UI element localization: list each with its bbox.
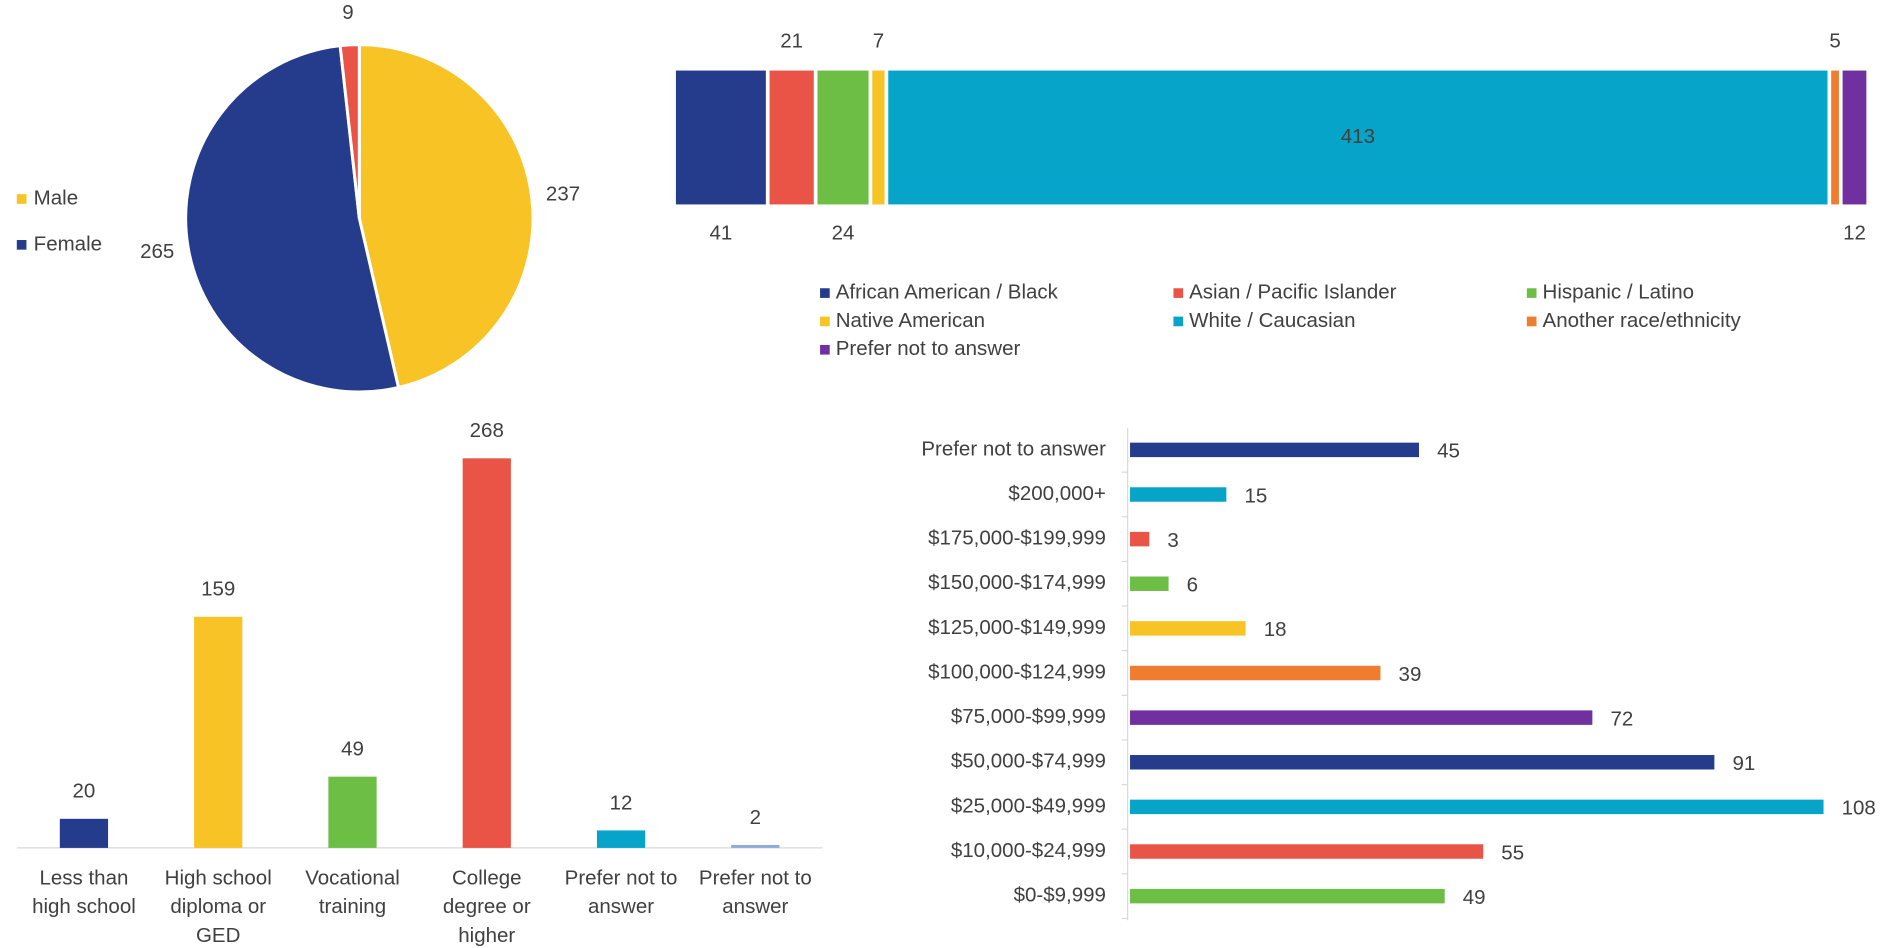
bar xyxy=(1130,710,1593,725)
bar xyxy=(1130,799,1824,815)
data-label: 12 xyxy=(610,791,633,814)
y-tick-label: $175,000-$199,999 xyxy=(928,527,1106,550)
y-tick-label: $75,000-$99,999 xyxy=(951,705,1106,728)
legend-label: White / Caucasian xyxy=(1189,309,1355,332)
bar-segment xyxy=(765,66,818,209)
data-label: 6 xyxy=(1187,574,1198,597)
y-tick-label: $100,000-$124,999 xyxy=(928,660,1106,683)
bar xyxy=(1130,576,1169,591)
legend-label: Hispanic / Latino xyxy=(1543,281,1695,304)
bar xyxy=(1130,531,1150,547)
data-label: 15 xyxy=(1244,484,1267,507)
y-tick-label: $200,000+ xyxy=(1008,482,1105,505)
data-label: 91 xyxy=(1732,752,1755,775)
data-label: 72 xyxy=(1610,707,1633,730)
legend-swatch xyxy=(1173,316,1184,327)
pie-slice xyxy=(357,43,535,390)
data-label: 108 xyxy=(1842,797,1876,820)
x-tick-label: Vocational training xyxy=(305,867,400,919)
bar-segment xyxy=(813,66,873,209)
bar xyxy=(731,844,780,848)
pie-slice xyxy=(338,43,361,219)
legend-swatch xyxy=(1173,288,1184,298)
x-tick-label: Prefer not to answer xyxy=(699,867,812,919)
legend-swatch xyxy=(1526,316,1537,327)
data-label: 39 xyxy=(1399,663,1422,686)
data-label: 41 xyxy=(710,221,733,244)
data-label: 159 xyxy=(201,578,235,601)
data-label: 49 xyxy=(341,738,364,761)
legend-label: Male xyxy=(34,186,78,209)
data-label: 49 xyxy=(1463,886,1486,909)
data-label: 20 xyxy=(73,780,96,803)
legend-label: Another race/ethnicity xyxy=(1543,309,1742,332)
bar xyxy=(1130,487,1227,502)
data-label: 3 xyxy=(1167,529,1178,552)
data-label: 9 xyxy=(342,1,353,24)
y-tick-label: $150,000-$174,999 xyxy=(928,571,1106,594)
data-label: 18 xyxy=(1264,618,1287,641)
x-tick-label: College degree or higher xyxy=(443,867,531,948)
pie-slice xyxy=(184,44,401,394)
bar xyxy=(462,458,511,848)
data-label: 265 xyxy=(140,240,174,263)
legend-label: Female xyxy=(34,232,102,255)
data-label: 2 xyxy=(750,806,761,829)
bar xyxy=(1130,755,1715,770)
data-label: 268 xyxy=(470,419,504,442)
bar xyxy=(1130,665,1381,681)
data-label: 5 xyxy=(1829,30,1840,53)
y-tick-label: $50,000-$74,999 xyxy=(951,750,1106,773)
legend-label: African American / Black xyxy=(836,281,1059,304)
x-tick-label: Prefer not to answer xyxy=(565,867,678,919)
bar xyxy=(1130,621,1246,636)
bar-segment xyxy=(1838,66,1870,209)
y-tick-label: $25,000-$49,999 xyxy=(951,794,1106,817)
data-label: 7 xyxy=(873,30,884,53)
bar-segment xyxy=(868,66,889,209)
y-tick-label: $0-$9,999 xyxy=(1014,884,1106,907)
data-label: 12 xyxy=(1843,221,1866,244)
data-label: 55 xyxy=(1501,841,1524,864)
legend-swatch xyxy=(820,344,830,355)
bar xyxy=(194,616,243,848)
bar xyxy=(1130,442,1419,458)
bar xyxy=(596,830,646,848)
legend-swatch xyxy=(820,316,830,327)
legend-swatch xyxy=(16,194,27,204)
bar xyxy=(1130,844,1484,859)
data-label: 24 xyxy=(832,221,855,244)
legend-swatch xyxy=(820,288,830,298)
bar xyxy=(59,818,109,848)
bar-segment xyxy=(672,66,770,209)
bar xyxy=(328,776,377,848)
legend-label: Native American xyxy=(836,309,985,332)
legend-label: Asian / Pacific Islander xyxy=(1189,281,1397,304)
x-tick-label: Less than high school xyxy=(32,867,136,919)
y-tick-label: $125,000-$149,999 xyxy=(928,616,1106,639)
legend-swatch xyxy=(1526,288,1537,298)
data-label: 413 xyxy=(1341,125,1375,148)
legend-label: Prefer not to answer xyxy=(836,337,1021,360)
data-label: 237 xyxy=(546,182,580,205)
x-tick-label: High school diploma or GED xyxy=(165,867,272,948)
data-label: 45 xyxy=(1437,440,1460,463)
data-label: 21 xyxy=(780,30,803,53)
y-tick-label: Prefer not to answer xyxy=(921,437,1106,460)
y-tick-label: $10,000-$24,999 xyxy=(951,839,1106,862)
legend-swatch xyxy=(16,240,27,250)
bar xyxy=(1130,888,1445,904)
